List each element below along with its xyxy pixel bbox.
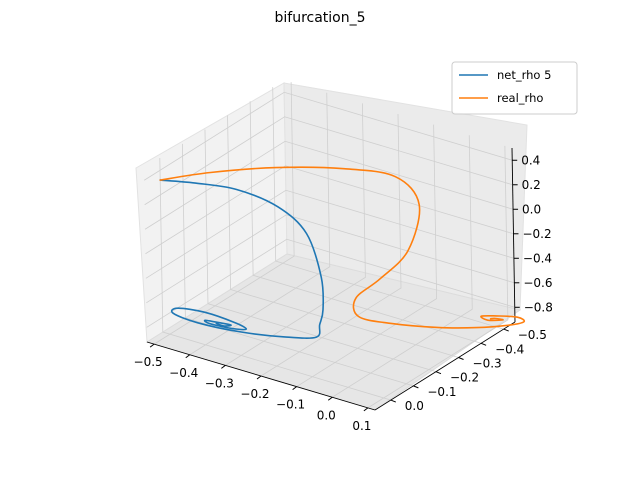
y-tick-mark (503, 328, 509, 332)
y-tick-label: −0.3 (473, 356, 502, 370)
x-grid-line (296, 124, 438, 387)
y-tick-mark (435, 371, 442, 375)
y-grid-line (181, 143, 414, 387)
z-grid-line (146, 214, 515, 304)
z-grid-line (145, 165, 514, 255)
z-tick-label: 0.0 (522, 202, 541, 216)
x-grid-line (153, 82, 295, 345)
series-line-real-rho (159, 166, 526, 329)
y-tick-mark (480, 342, 487, 346)
legend-label-net-rho-5: net_rho 5 (497, 68, 551, 82)
x-axis-line (146, 341, 376, 411)
x-grid-line (260, 113, 402, 377)
z-tick-label: −0.6 (523, 276, 552, 290)
x-tick-mark (327, 396, 333, 401)
series-layer (159, 166, 526, 339)
x-tick-mark (292, 386, 297, 391)
z-tick-label: −0.2 (522, 227, 551, 241)
y-tick-label: −0.1 (427, 385, 456, 399)
y-grid-line (249, 101, 482, 344)
x-tick-label: 0.0 (317, 408, 336, 422)
y-tick-label: 0.0 (405, 399, 424, 413)
y-tick-mark (458, 357, 464, 360)
z-tick-label: −0.8 (524, 300, 553, 314)
y-grid-line (272, 87, 504, 330)
y-grid-line (159, 158, 391, 401)
x-tick-label: −0.2 (240, 387, 269, 401)
z-grid-line (143, 91, 513, 181)
x-tick-label: −0.4 (169, 366, 198, 380)
z-grid-line (144, 140, 514, 230)
x-tick-mark (363, 407, 369, 412)
x-grid-line (189, 92, 331, 356)
y-tick-mark (413, 385, 419, 389)
x-tick-label: 0.1 (352, 419, 371, 433)
z-grid-line (145, 189, 515, 279)
z-grid-line (146, 238, 515, 328)
y-axis-line (374, 321, 516, 411)
y-grid-line (204, 129, 437, 373)
chart-title: bifurcation_5 (274, 10, 365, 26)
z-tick-label: −0.4 (523, 251, 552, 265)
x-grid-line (367, 145, 509, 409)
y-tick-label: −0.5 (518, 328, 547, 342)
x-tick-label: −0.3 (205, 376, 234, 390)
z-tick-label: 0.4 (521, 153, 540, 167)
y-tick-mark (390, 399, 396, 403)
x-tick-mark (185, 354, 191, 359)
y-tick-label: −0.2 (450, 371, 479, 385)
legend-label-real-rho: real_rho (497, 91, 543, 105)
z-tick-label: 0.2 (522, 178, 541, 192)
x-tick-mark (256, 375, 262, 380)
x-tick-mark (221, 364, 226, 369)
legend: net_rho 5 real_rho (451, 61, 578, 115)
x-tick-label: −0.5 (134, 355, 163, 369)
z-axis-line (511, 147, 516, 323)
series-line-net-rho-5 (159, 179, 325, 339)
axis-lines (146, 147, 520, 412)
x-tick-mark (149, 343, 155, 348)
y-grid-line (227, 115, 459, 358)
tick-labels: −0.5−0.4−0.3−0.2−0.10.00.1−0.5−0.4−0.3−0… (134, 153, 553, 433)
y-tick-label: −0.4 (495, 342, 524, 356)
x-grid-line (332, 135, 473, 398)
x-tick-label: −0.1 (276, 398, 305, 412)
